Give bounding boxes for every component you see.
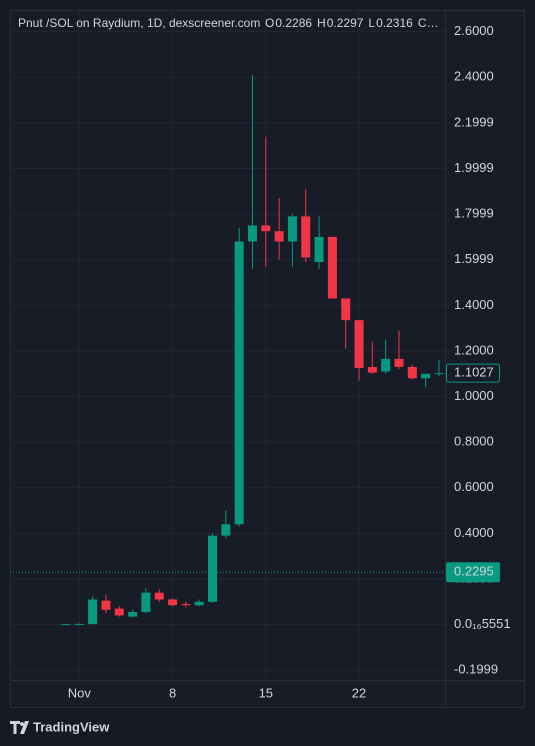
candle-body — [208, 535, 218, 602]
legend-key: L — [368, 16, 375, 30]
y-tick-label: 0.8000 — [454, 434, 494, 449]
candle-body — [247, 225, 257, 242]
x-tick-label: 8 — [169, 685, 176, 700]
candles — [10, 74, 445, 626]
legend-more: C… — [418, 16, 439, 30]
candle-body — [381, 358, 391, 372]
candle-body — [114, 608, 124, 616]
candle-body — [327, 236, 337, 299]
brand-name: TradingView — [33, 719, 110, 734]
legend-value: 0.2316 — [376, 16, 413, 30]
x-tick-label: 22 — [352, 685, 366, 700]
last-price-badge — [446, 363, 500, 383]
candle-body — [367, 366, 377, 373]
candle-body — [154, 592, 164, 600]
candle-body — [234, 241, 244, 525]
labels: 2.6000 2.4000 2.1999 1.9999 1.7999 1.5999 1.40… — [68, 23, 511, 700]
legend-key: O — [265, 16, 274, 30]
y-tick-label: 1.4000 — [454, 297, 494, 312]
candle-body — [74, 623, 84, 625]
candle-body — [354, 320, 364, 369]
candle-body — [141, 592, 151, 613]
candle-body — [128, 612, 138, 617]
candle-body — [181, 604, 191, 606]
candle-body — [287, 216, 297, 242]
legend-key: H — [317, 16, 326, 30]
candle-body — [274, 231, 284, 242]
candle-body — [407, 366, 417, 379]
legend-value: 0.2286 — [275, 16, 312, 30]
y-tick-label: 1.5999 — [454, 251, 494, 266]
candle-body — [88, 599, 98, 625]
y-tick-label: 1.0000 — [454, 388, 494, 403]
candle-body — [194, 601, 204, 606]
candle-body — [421, 373, 431, 379]
legend: Pnut /SOL on Raydium, 1D, dexscreener.co… — [18, 16, 438, 30]
y-tick-label: 2.4000 — [454, 69, 494, 84]
y-tick-label: 1.7999 — [454, 206, 494, 221]
candle-body — [434, 373, 444, 375]
candle-body — [168, 599, 178, 606]
y-tick-label: -0.1999 — [454, 662, 498, 677]
candle-body — [314, 236, 324, 262]
brand: TradingView — [10, 719, 110, 734]
candle-body — [61, 624, 71, 626]
grid — [10, 10, 445, 680]
last-price-label: 1.1027 — [454, 365, 494, 380]
y-tick-label: 2.1999 — [454, 114, 494, 129]
y-tick-label: 2.6000 — [454, 23, 494, 38]
brand-logo — [10, 721, 29, 734]
candle-body — [221, 524, 231, 536]
candle-body — [394, 358, 404, 367]
y-tick-label: 0.4000 — [454, 525, 494, 540]
price-line-badge — [446, 562, 500, 583]
y-tick-label: 0.0₁₆5551 — [454, 616, 511, 631]
y-tick-label: 1.9999 — [454, 160, 494, 175]
y-tick-label: 0.6000 — [454, 479, 494, 494]
y-tick-label: 1.2000 — [454, 342, 494, 357]
x-tick-label: Nov — [68, 685, 92, 700]
price-line-label: 0.2295 — [454, 564, 494, 579]
candle-body — [261, 225, 271, 232]
chart-frame — [10, 10, 525, 708]
candle-body — [101, 600, 111, 610]
legend-value: 0.2297 — [327, 16, 364, 30]
chart-title: Pnut /SOL on Raydium, 1D, dexscreener.co… — [18, 16, 260, 30]
x-tick-label: 15 — [259, 685, 273, 700]
candle-body — [301, 216, 311, 258]
candle-body — [341, 298, 351, 321]
